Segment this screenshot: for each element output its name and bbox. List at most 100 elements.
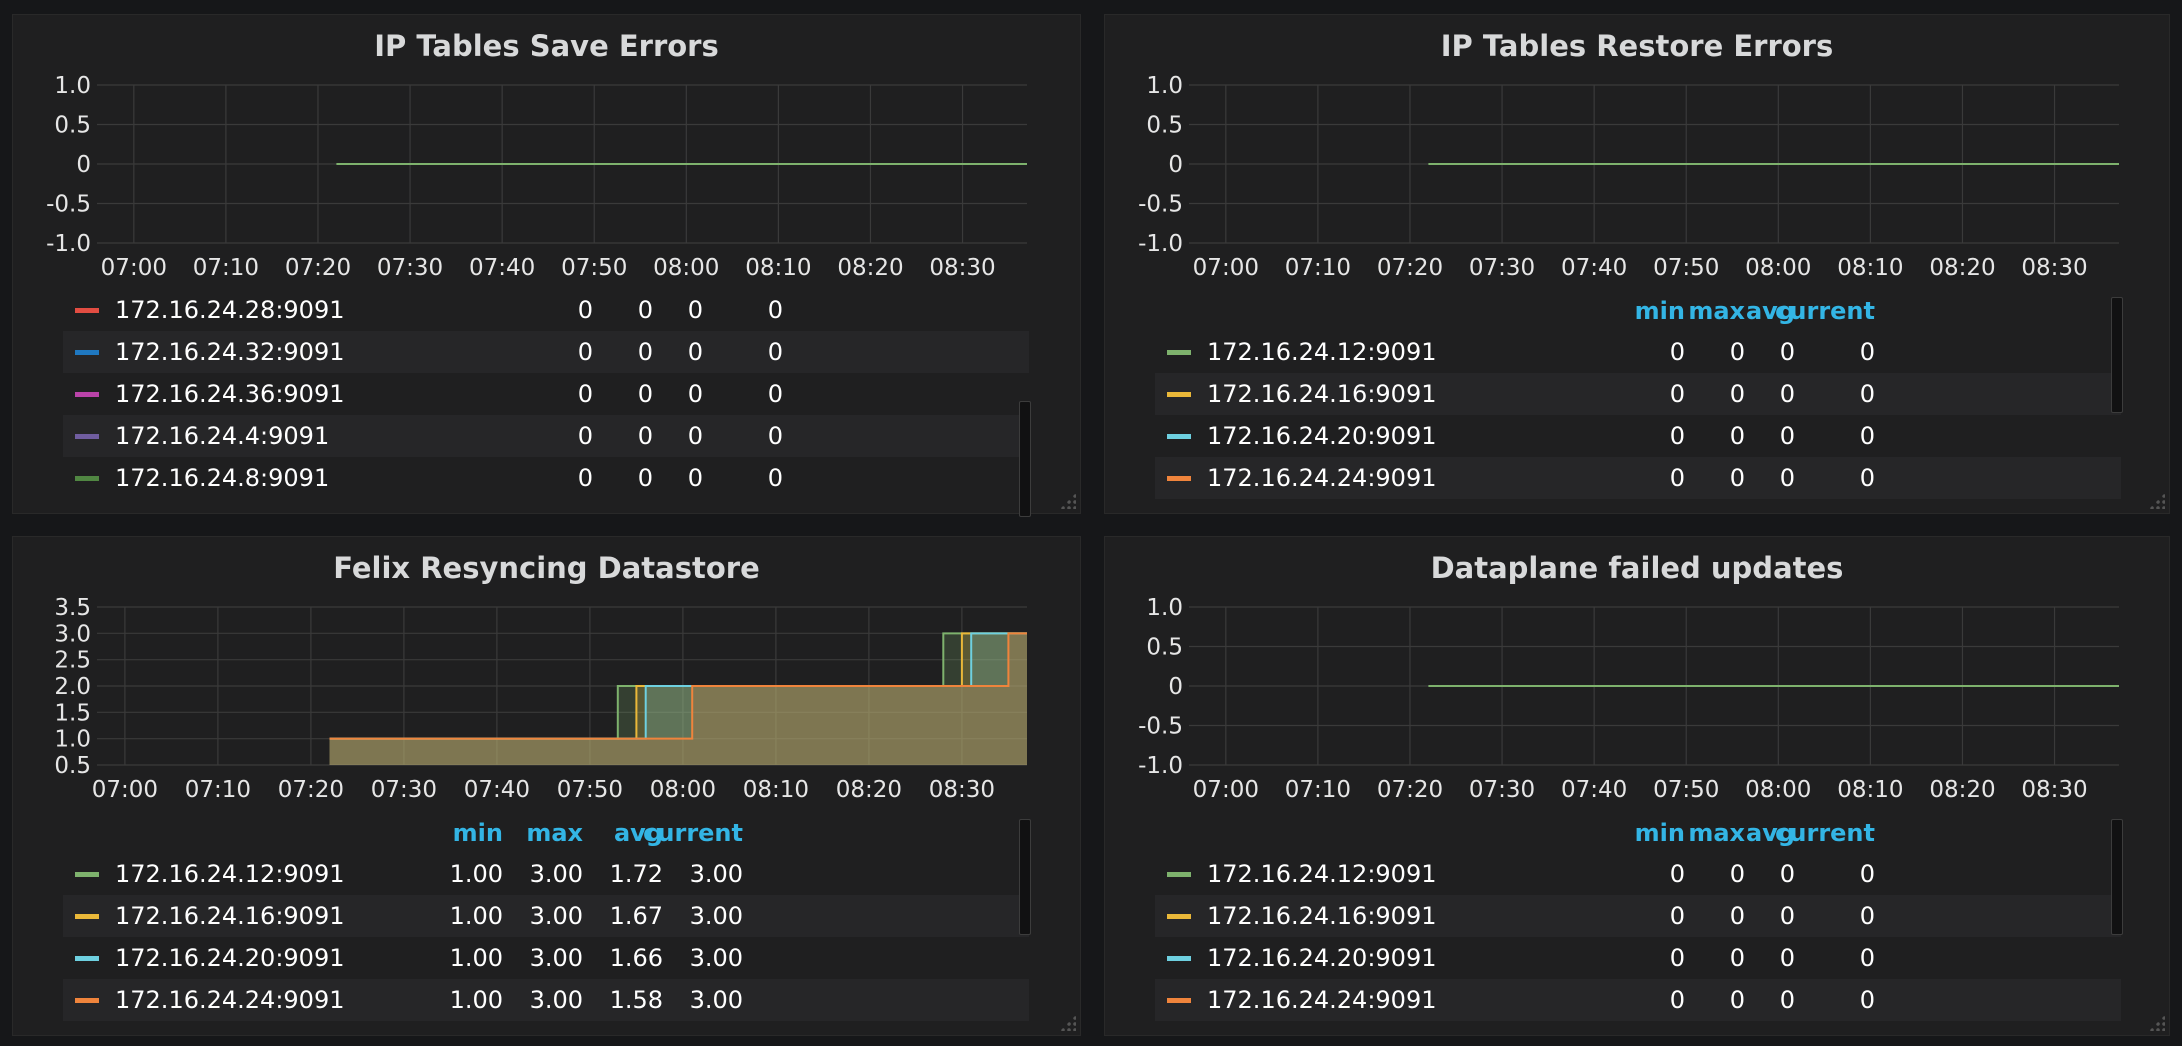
legend-value-avg: 0 bbox=[687, 464, 703, 492]
graph-area[interactable]: 1.0 0.5 0 -0.5 -1.0 07:00 07:10 07:20 07:30 07:40… bbox=[1105, 537, 2182, 837]
legend-row[interactable]: 172.16.24.12:9091 0 0 0 0 bbox=[1155, 331, 2121, 373]
series-color-swatch[interactable] bbox=[1167, 956, 1191, 961]
series-color-swatch[interactable] bbox=[75, 350, 99, 355]
legend-value-max: 0 bbox=[1729, 860, 1745, 888]
x-tick-label: 08:00 bbox=[650, 777, 716, 803]
legend-value-max: 3.00 bbox=[529, 902, 583, 930]
legend-row[interactable]: 172.16.24.20:9091 0 0 0 0 bbox=[1155, 937, 2121, 979]
legend-row[interactable]: 172.16.24.16:9091 1.00 3.00 1.67 3.00 bbox=[63, 895, 1029, 937]
legend-row[interactable]: 172.16.24.32:9091 0 0 0 0 bbox=[63, 331, 1029, 373]
legend-series-name[interactable]: 172.16.24.12:9091 bbox=[115, 860, 345, 888]
legend-series-name[interactable]: 172.16.24.20:9091 bbox=[115, 944, 345, 972]
resize-handle[interactable] bbox=[1060, 1015, 1076, 1031]
series-color-swatch[interactable] bbox=[75, 956, 99, 961]
series-color-swatch[interactable] bbox=[1167, 914, 1191, 919]
series-color-swatch[interactable] bbox=[75, 392, 99, 397]
legend-row[interactable]: 172.16.24.24:9091 0 0 0 0 bbox=[1155, 457, 2121, 499]
legend-value-min: 0 bbox=[577, 464, 593, 492]
legend-header-max[interactable]: max bbox=[526, 819, 583, 847]
legend-value-current: 0 bbox=[1859, 380, 1875, 408]
legend-row[interactable]: 172.16.24.12:9091 0 0 0 0 bbox=[1155, 853, 2121, 895]
legend-row[interactable]: 172.16.24.36:9091 0 0 0 0 bbox=[63, 373, 1029, 415]
legend-value-current: 0 bbox=[1859, 860, 1875, 888]
graph-area[interactable]: 3.53.02.52.01.51.00.507:00 07:10 07:20 07:3… bbox=[13, 537, 1093, 837]
legend-value-min: 0 bbox=[1669, 902, 1685, 930]
legend-series-name[interactable]: 172.16.24.24:9091 bbox=[1207, 986, 1437, 1014]
legend-scrollbar[interactable] bbox=[2111, 297, 2123, 413]
legend-series-name[interactable]: 172.16.24.8:9091 bbox=[115, 464, 330, 492]
legend-value-max: 0 bbox=[1729, 380, 1745, 408]
resize-handle[interactable] bbox=[1060, 493, 1076, 509]
legend-row[interactable]: 172.16.24.12:9091 1.00 3.00 1.72 3.00 bbox=[63, 853, 1029, 895]
legend-value-current: 3.00 bbox=[689, 902, 743, 930]
series-color-swatch[interactable] bbox=[75, 476, 99, 481]
legend-series-name[interactable]: 172.16.24.32:9091 bbox=[115, 338, 345, 366]
legend-series-name[interactable]: 172.16.24.16:9091 bbox=[1207, 380, 1437, 408]
legend-series-name[interactable]: 172.16.24.16:9091 bbox=[1207, 902, 1437, 930]
legend-value-current: 0 bbox=[1859, 422, 1875, 450]
resize-handle[interactable] bbox=[2149, 493, 2165, 509]
series-color-swatch[interactable] bbox=[75, 998, 99, 1003]
legend-series-name[interactable]: 172.16.24.12:9091 bbox=[1207, 860, 1437, 888]
legend-header: min max avg current bbox=[1155, 819, 2121, 849]
x-tick-label: 08:10 bbox=[1837, 255, 1903, 281]
legend-scrollbar[interactable] bbox=[2111, 819, 2123, 935]
series-color-swatch[interactable] bbox=[75, 308, 99, 313]
legend-series-name[interactable]: 172.16.24.12:9091 bbox=[1207, 338, 1437, 366]
legend-series-name[interactable]: 172.16.24.4:9091 bbox=[115, 422, 330, 450]
legend-header-current[interactable]: current bbox=[643, 819, 743, 847]
panel-title[interactable]: IP Tables Restore Errors bbox=[1440, 29, 1834, 63]
legend-value-min: 0 bbox=[577, 338, 593, 366]
panel-title[interactable]: Felix Resyncing Datastore bbox=[333, 551, 760, 585]
legend-series-name[interactable]: 172.16.24.24:9091 bbox=[115, 986, 345, 1014]
series-color-swatch[interactable] bbox=[75, 872, 99, 877]
legend-row[interactable]: 172.16.24.16:9091 0 0 0 0 bbox=[1155, 373, 2121, 415]
legend-header-min[interactable]: min bbox=[1634, 819, 1685, 847]
series-color-swatch[interactable] bbox=[1167, 998, 1191, 1003]
legend-series-name[interactable]: 172.16.24.36:9091 bbox=[115, 380, 345, 408]
legend-header-avg[interactable]: avg bbox=[613, 819, 663, 847]
legend-header: min max avg current bbox=[63, 819, 1029, 849]
y-tick-label: -1.0 bbox=[1138, 753, 1183, 779]
legend-header-min[interactable]: min bbox=[1634, 297, 1685, 325]
legend-row[interactable]: 172.16.24.8:9091 0 0 0 0 bbox=[63, 457, 1029, 499]
legend-scrollbar[interactable] bbox=[1019, 401, 1031, 517]
series-color-swatch[interactable] bbox=[1167, 476, 1191, 481]
legend-header-min[interactable]: min bbox=[452, 819, 503, 847]
legend-series-name[interactable]: 172.16.24.24:9091 bbox=[1207, 464, 1437, 492]
x-tick-label: 07:30 bbox=[1469, 255, 1535, 281]
legend-scrollbar[interactable] bbox=[1019, 819, 1031, 935]
legend-row[interactable]: 172.16.24.24:9091 0 0 0 0 bbox=[1155, 979, 2121, 1021]
graph-area[interactable]: 1.0 0.5 0 -0.5 -1.0 07:00 07:10 07:20 07:30 07:40… bbox=[13, 15, 1093, 315]
legend-series-name[interactable]: 172.16.24.20:9091 bbox=[1207, 422, 1437, 450]
series-color-swatch[interactable] bbox=[1167, 434, 1191, 439]
legend-value-min: 1.00 bbox=[449, 902, 503, 930]
legend-header-max[interactable]: max bbox=[1688, 297, 1745, 325]
series-color-swatch[interactable] bbox=[1167, 392, 1191, 397]
series-color-swatch[interactable] bbox=[75, 434, 99, 439]
legend-header-current[interactable]: current bbox=[1775, 297, 1875, 325]
legend-series-name[interactable]: 172.16.24.28:9091 bbox=[115, 296, 345, 324]
panel-ip-tables-save-errors: IP Tables Save Errors 1.0 0.5 0 -0.5 -1.0 07:… bbox=[12, 14, 1081, 517]
panel-title[interactable]: Dataplane failed updates bbox=[1430, 551, 1844, 585]
legend-header-avg[interactable]: avg bbox=[1745, 819, 1795, 847]
legend-header-max[interactable]: max bbox=[1688, 819, 1745, 847]
legend-value-max: 0 bbox=[1729, 422, 1745, 450]
legend-row[interactable]: 172.16.24.24:9091 1.00 3.00 1.58 3.00 bbox=[63, 979, 1029, 1021]
legend-header-avg[interactable]: avg bbox=[1745, 297, 1795, 325]
series-color-swatch[interactable] bbox=[75, 914, 99, 919]
legend-series-name[interactable]: 172.16.24.20:9091 bbox=[1207, 944, 1437, 972]
series-color-swatch[interactable] bbox=[1167, 872, 1191, 877]
legend-header-current[interactable]: current bbox=[1775, 819, 1875, 847]
resize-handle[interactable] bbox=[2149, 1015, 2165, 1031]
legend-row[interactable]: 172.16.24.20:9091 1.00 3.00 1.66 3.00 bbox=[63, 937, 1029, 979]
legend-row[interactable]: 172.16.24.4:9091 0 0 0 0 bbox=[63, 415, 1029, 457]
graph-area[interactable]: 1.0 0.5 0 -0.5 -1.0 07:00 07:10 07:20 07:30 07:40… bbox=[1105, 15, 2182, 315]
panel-title[interactable]: IP Tables Save Errors bbox=[374, 29, 719, 63]
legend-row[interactable]: 172.16.24.16:9091 0 0 0 0 bbox=[1155, 895, 2121, 937]
series-color-swatch[interactable] bbox=[1167, 350, 1191, 355]
legend-row[interactable]: 172.16.24.20:9091 0 0 0 0 bbox=[1155, 415, 2121, 457]
legend-value-current: 3.00 bbox=[689, 944, 743, 972]
legend-series-name[interactable]: 172.16.24.16:9091 bbox=[115, 902, 345, 930]
legend-row[interactable]: 172.16.24.28:9091 0 0 0 0 bbox=[63, 289, 1029, 331]
